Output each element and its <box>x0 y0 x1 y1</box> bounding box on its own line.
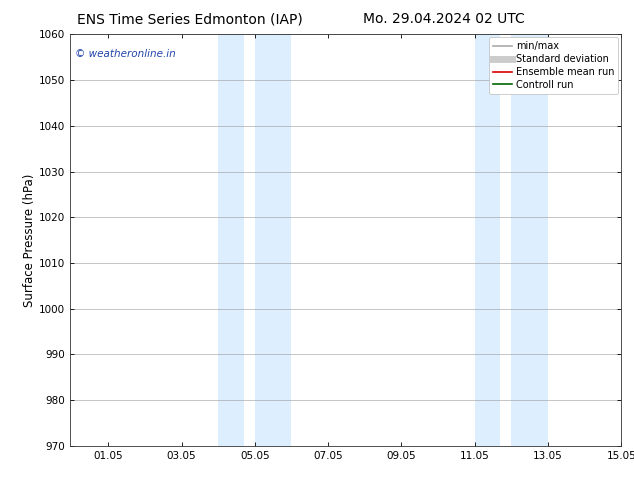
Text: Mo. 29.04.2024 02 UTC: Mo. 29.04.2024 02 UTC <box>363 12 525 26</box>
Bar <box>475 34 500 446</box>
Text: © weatheronline.in: © weatheronline.in <box>75 49 176 59</box>
Y-axis label: Surface Pressure (hPa): Surface Pressure (hPa) <box>23 173 36 307</box>
Bar <box>255 34 292 446</box>
Text: ENS Time Series Edmonton (IAP): ENS Time Series Edmonton (IAP) <box>77 12 303 26</box>
Legend: min/max, Standard deviation, Ensemble mean run, Controll run: min/max, Standard deviation, Ensemble me… <box>489 37 618 94</box>
Bar <box>218 34 244 446</box>
Bar <box>512 34 548 446</box>
